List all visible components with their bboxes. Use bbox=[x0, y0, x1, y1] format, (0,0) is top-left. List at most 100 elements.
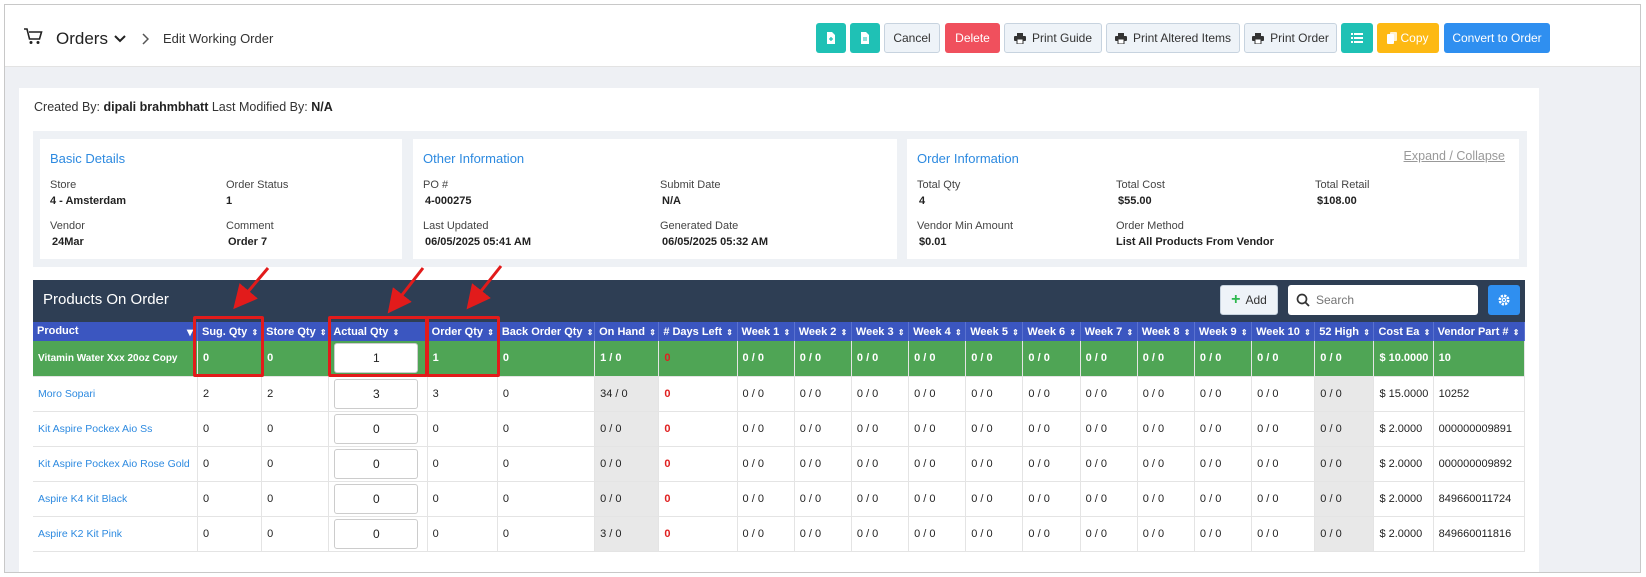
column-header[interactable]: Store Qty ⇕ bbox=[261, 322, 330, 341]
search-input[interactable] bbox=[1316, 293, 1466, 307]
column-header[interactable]: 52 High ⇕ bbox=[1314, 322, 1375, 341]
column-header[interactable]: Order Qty ⇕ bbox=[427, 322, 498, 341]
table-cell: 0 / 0 bbox=[794, 376, 852, 412]
column-header[interactable]: Week 7 ⇕ bbox=[1080, 322, 1138, 341]
actual-qty-cell[interactable] bbox=[328, 446, 428, 482]
po-value: 4-000275 bbox=[425, 195, 472, 207]
plus-icon: + bbox=[1231, 291, 1241, 308]
settings-button[interactable] bbox=[1488, 285, 1520, 315]
sort-icon: ⇕ bbox=[838, 327, 848, 337]
table-cell: 0 / 0 bbox=[594, 446, 660, 482]
table-cell: 0 / 0 bbox=[1314, 446, 1375, 482]
order-method-label: Order Method bbox=[1116, 220, 1184, 232]
table-cell: 3 bbox=[427, 376, 498, 412]
print-order-button[interactable]: Print Order bbox=[1244, 23, 1337, 53]
table-cell: 0 / 0 bbox=[1022, 376, 1081, 412]
column-header-label: Store Qty bbox=[266, 325, 316, 338]
convert-to-order-button[interactable]: Convert to Order bbox=[1444, 23, 1550, 53]
new-document-button[interactable] bbox=[816, 23, 846, 53]
product-name-link[interactable]: Aspire K4 Kit Black bbox=[33, 481, 198, 517]
column-header[interactable]: Product ▾ bbox=[33, 322, 198, 341]
table-cell: 0 / 0 bbox=[851, 516, 910, 552]
product-name-link[interactable]: Vitamin Water Xxx 20oz Copy bbox=[33, 341, 198, 377]
actual-qty-cell[interactable] bbox=[328, 411, 428, 447]
print-guide-button[interactable]: Print Guide bbox=[1004, 23, 1102, 53]
table-header-row: Product ▾ Sug. Qty ⇕ Store Qty ⇕ Actual Qty… bbox=[33, 322, 1526, 341]
sort-icon: ⇕ bbox=[390, 327, 400, 337]
column-header[interactable]: Week 4 ⇕ bbox=[908, 322, 967, 341]
add-product-button[interactable]: + Add bbox=[1220, 285, 1278, 315]
column-header[interactable]: Sug. Qty ⇕ bbox=[197, 322, 263, 341]
table-cell: 0 / 0 bbox=[965, 516, 1024, 552]
generated-date-label: Generated Date bbox=[660, 220, 739, 232]
page-title[interactable]: Orders bbox=[56, 29, 108, 48]
product-search-box[interactable] bbox=[1288, 285, 1478, 315]
actual-qty-input[interactable] bbox=[334, 378, 419, 409]
cancel-button[interactable]: Cancel bbox=[884, 23, 940, 53]
sort-icon: ⇕ bbox=[1238, 327, 1248, 337]
file-text-icon bbox=[861, 32, 869, 44]
other-information-title: Other Information bbox=[423, 151, 525, 166]
actual-qty-input[interactable] bbox=[334, 343, 419, 374]
column-header[interactable]: Actual Qty ⇕ bbox=[328, 322, 428, 341]
table-cell: 0 / 0 bbox=[1194, 341, 1253, 377]
column-header[interactable]: # Days Left ⇕ bbox=[658, 322, 738, 341]
column-header[interactable]: On Hand ⇕ bbox=[594, 322, 660, 341]
actual-qty-cell[interactable] bbox=[328, 341, 428, 377]
column-header[interactable]: Week 9 ⇕ bbox=[1194, 322, 1253, 341]
chevron-down-icon[interactable] bbox=[113, 31, 127, 49]
table-cell: 0 / 0 bbox=[1137, 446, 1195, 482]
table-cell: 0 / 0 bbox=[851, 481, 910, 517]
table-cell: 0 bbox=[497, 446, 596, 482]
table-cell: 0 / 0 bbox=[1022, 341, 1081, 377]
column-header[interactable]: Week 6 ⇕ bbox=[1022, 322, 1081, 341]
delete-button[interactable]: Delete bbox=[945, 23, 1000, 53]
column-header[interactable]: Vendor Part # ⇕ bbox=[1433, 322, 1526, 341]
product-name-link[interactable]: Aspire K2 Kit Pink bbox=[33, 516, 198, 552]
expand-collapse-link[interactable]: Expand / Collapse bbox=[1403, 149, 1505, 163]
table-cell: 0 / 0 bbox=[1137, 516, 1195, 552]
table-cell: 0 bbox=[497, 411, 596, 447]
table-cell: 0 / 0 bbox=[1251, 446, 1316, 482]
actual-qty-input[interactable] bbox=[334, 483, 419, 514]
table-cell: 10 bbox=[1433, 341, 1526, 377]
column-header-label: Cost Ea bbox=[1378, 325, 1420, 338]
table-cell: 0 / 0 bbox=[1251, 341, 1316, 377]
actual-qty-cell[interactable] bbox=[328, 481, 428, 517]
column-header[interactable]: Week 3 ⇕ bbox=[851, 322, 910, 341]
actual-qty-cell[interactable] bbox=[328, 516, 428, 552]
column-header[interactable]: Week 2 ⇕ bbox=[794, 322, 852, 341]
column-header-label: Actual Qty bbox=[333, 325, 389, 338]
table-cell: 0 / 0 bbox=[1251, 481, 1316, 517]
actual-qty-input[interactable] bbox=[334, 518, 419, 549]
print-altered-items-button[interactable]: Print Altered Items bbox=[1106, 23, 1240, 53]
table-cell: 0 bbox=[427, 446, 498, 482]
created-by-value: dipali brahmbhatt bbox=[103, 100, 209, 114]
actual-qty-input[interactable] bbox=[334, 413, 419, 444]
table-cell: 0 / 0 bbox=[594, 481, 660, 517]
table-cell: 0 bbox=[497, 516, 596, 552]
column-header[interactable]: Week 10 ⇕ bbox=[1251, 322, 1316, 341]
column-header[interactable]: Cost Ea ⇕ bbox=[1373, 322, 1434, 341]
column-header[interactable]: Week 5 ⇕ bbox=[965, 322, 1024, 341]
document-button[interactable] bbox=[850, 23, 880, 53]
copy-button[interactable]: Copy bbox=[1377, 23, 1439, 53]
column-header-label: Week 9 bbox=[1198, 325, 1237, 338]
product-name-link[interactable]: Kit Aspire Pockex Aio Ss bbox=[33, 411, 198, 447]
list-view-button[interactable] bbox=[1341, 23, 1373, 53]
comment-label: Comment bbox=[226, 220, 274, 232]
order-status-label: Order Status bbox=[226, 179, 289, 191]
product-name-link[interactable]: Moro Sopari bbox=[33, 376, 198, 412]
column-header[interactable]: Week 1 ⇕ bbox=[737, 322, 795, 341]
actual-qty-input[interactable] bbox=[334, 448, 419, 479]
column-header[interactable]: Back Order Qty ⇕ bbox=[497, 322, 596, 341]
products-table: Product ▾ Sug. Qty ⇕ Store Qty ⇕ Actual Qty… bbox=[33, 322, 1526, 552]
table-cell: $ 2.0000 bbox=[1373, 446, 1434, 482]
table-cell: $ 15.0000 bbox=[1373, 376, 1434, 412]
column-header[interactable]: Week 8 ⇕ bbox=[1137, 322, 1195, 341]
table-cell: 0 / 0 bbox=[737, 376, 795, 412]
product-name-link[interactable]: Kit Aspire Pockex Aio Rose Gold bbox=[33, 446, 198, 482]
actual-qty-cell[interactable] bbox=[328, 376, 428, 412]
